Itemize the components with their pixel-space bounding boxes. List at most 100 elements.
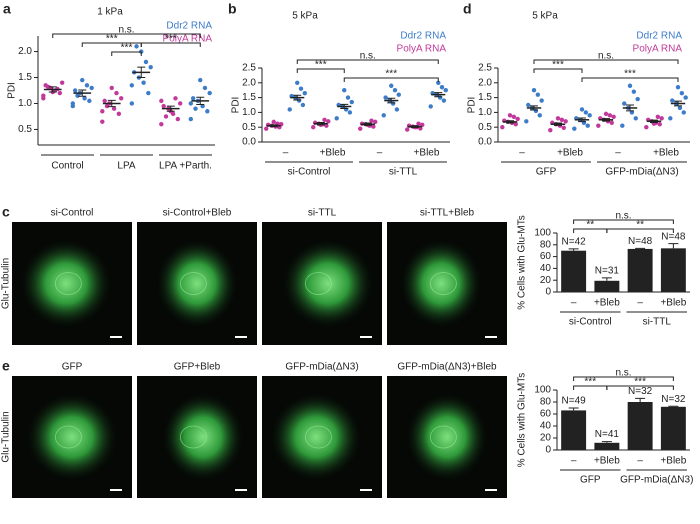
cell-image <box>156 239 238 328</box>
significance-bracket <box>343 77 439 82</box>
error-bar <box>668 243 679 249</box>
data-point <box>207 90 212 96</box>
significance-bracket <box>533 68 583 73</box>
data-point <box>390 101 396 106</box>
data-point <box>373 119 378 125</box>
data-point <box>298 86 304 91</box>
data-point <box>389 83 394 88</box>
group-label: si-TTL <box>389 167 418 178</box>
x-tick-label: +Bleb <box>414 148 440 159</box>
data-point <box>89 85 94 91</box>
significance-label: *** <box>121 43 133 54</box>
bar <box>627 402 653 450</box>
group-label: Control <box>51 161 83 172</box>
bar <box>627 248 653 292</box>
data-point <box>635 96 640 102</box>
data-point <box>59 80 65 85</box>
y-tick-label: 80 <box>540 397 552 408</box>
data-point <box>175 116 181 122</box>
image-label: si-Control+Bleb <box>163 208 232 219</box>
bar <box>594 442 620 450</box>
significance-label: *** <box>584 377 596 388</box>
data-point <box>146 90 151 96</box>
panel-letter: b <box>228 1 237 17</box>
error-bar <box>602 118 610 122</box>
x-tick-label: – <box>637 298 643 309</box>
data-point <box>141 80 146 85</box>
data-point <box>198 77 203 83</box>
significance-label: *** <box>624 69 636 80</box>
data-point <box>657 122 662 127</box>
n-label: N=41 <box>595 429 620 440</box>
x-tick-label: +Bleb <box>557 148 583 159</box>
data-point <box>381 113 386 118</box>
image-label: GFP <box>62 362 83 373</box>
error-bar <box>668 405 679 407</box>
nucleus <box>179 272 207 295</box>
data-point <box>572 126 577 131</box>
significance-label: n.s. <box>118 25 134 36</box>
significance-bracket <box>111 51 142 56</box>
data-point <box>416 121 421 126</box>
cell-image <box>282 239 374 328</box>
y-tick-label: 40 <box>540 263 552 274</box>
x-tick-label: +Bleb <box>660 456 686 467</box>
significance-bracket <box>533 59 679 64</box>
y-tick-label: 1.0 <box>242 107 256 118</box>
n-label: N=48 <box>628 236 653 247</box>
data-point <box>345 95 351 100</box>
data-point <box>159 98 164 104</box>
chart-title: 5 kPa <box>292 11 318 22</box>
y-tick-label: 20 <box>540 433 552 444</box>
data-point <box>111 106 117 111</box>
data-point <box>513 122 518 127</box>
data-point <box>579 107 585 112</box>
data-point <box>324 123 329 128</box>
x-tick-label: – <box>519 148 525 159</box>
y-axis-label: PDI <box>231 97 242 114</box>
data-point <box>342 88 347 93</box>
data-point <box>668 116 673 121</box>
data-point <box>188 101 194 106</box>
data-point <box>57 90 63 96</box>
data-point <box>394 107 400 112</box>
data-point <box>173 96 178 101</box>
n-label: N=49 <box>562 396 587 407</box>
panel-letter: c <box>2 204 10 220</box>
data-point <box>441 98 447 103</box>
cell-image <box>162 393 244 481</box>
x-tick-label: +Bleb <box>653 148 679 159</box>
significance-label: *** <box>552 60 564 71</box>
data-point <box>134 44 139 49</box>
data-point <box>559 117 565 123</box>
y-tick-label: 2.5 <box>242 63 256 74</box>
y-axis-label: % Cells with Glu-MTs <box>517 215 528 309</box>
error-bar <box>363 122 372 126</box>
x-tick-label: – <box>637 456 643 467</box>
y-tick-label: 0.5 <box>478 122 492 133</box>
significance-label: *** <box>165 34 177 45</box>
error-bar <box>340 103 349 110</box>
significance-label: *** <box>315 60 327 71</box>
significance-label: *** <box>106 34 118 45</box>
error-bar <box>293 94 302 101</box>
nucleus <box>304 272 332 295</box>
chart-title: 1 kPa <box>97 7 123 18</box>
legend-entry: PolyA RNA <box>397 44 447 55</box>
x-tick-label: – <box>615 148 621 159</box>
data-point <box>161 103 166 109</box>
y-tick-label: 0.0 <box>478 137 492 148</box>
cell-image <box>400 239 482 328</box>
data-point <box>611 114 616 120</box>
data-point <box>428 104 433 109</box>
group-label: LPA <box>117 161 135 172</box>
data-point <box>45 84 51 90</box>
chart-title: 5 kPa <box>532 11 558 22</box>
error-bar <box>530 105 538 111</box>
data-point <box>163 114 169 119</box>
data-point <box>526 102 531 108</box>
y-tick-label: 0 <box>545 445 551 456</box>
group-label: si-Control <box>569 317 612 328</box>
bar <box>660 248 686 292</box>
